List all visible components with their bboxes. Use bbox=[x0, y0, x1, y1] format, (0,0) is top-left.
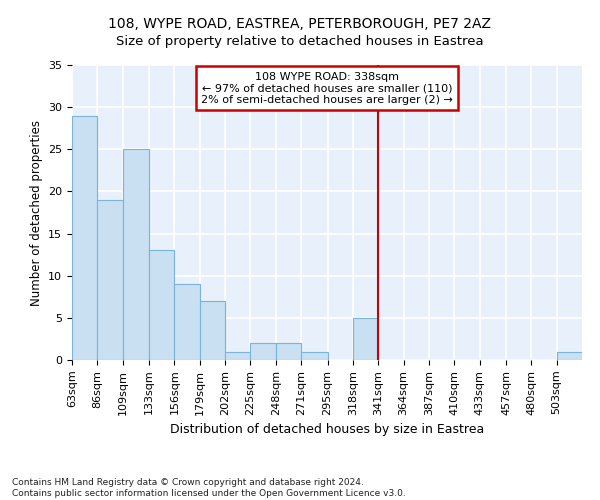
Bar bbox=[200, 301, 225, 360]
Bar bbox=[72, 116, 97, 360]
Bar bbox=[175, 284, 200, 360]
Bar bbox=[149, 250, 175, 360]
Text: 108 WYPE ROAD: 338sqm
← 97% of detached houses are smaller (110)
2% of semi-deta: 108 WYPE ROAD: 338sqm ← 97% of detached … bbox=[201, 72, 453, 105]
Bar bbox=[353, 318, 378, 360]
Bar bbox=[122, 150, 149, 360]
Text: Contains HM Land Registry data © Crown copyright and database right 2024.
Contai: Contains HM Land Registry data © Crown c… bbox=[12, 478, 406, 498]
Bar bbox=[97, 200, 122, 360]
Bar bbox=[276, 343, 301, 360]
Y-axis label: Number of detached properties: Number of detached properties bbox=[29, 120, 43, 306]
Text: 108, WYPE ROAD, EASTREA, PETERBOROUGH, PE7 2AZ: 108, WYPE ROAD, EASTREA, PETERBOROUGH, P… bbox=[109, 18, 491, 32]
X-axis label: Distribution of detached houses by size in Eastrea: Distribution of detached houses by size … bbox=[170, 423, 484, 436]
Bar bbox=[250, 343, 276, 360]
Text: Size of property relative to detached houses in Eastrea: Size of property relative to detached ho… bbox=[116, 35, 484, 48]
Bar bbox=[225, 352, 250, 360]
Bar bbox=[557, 352, 582, 360]
Bar bbox=[301, 352, 328, 360]
